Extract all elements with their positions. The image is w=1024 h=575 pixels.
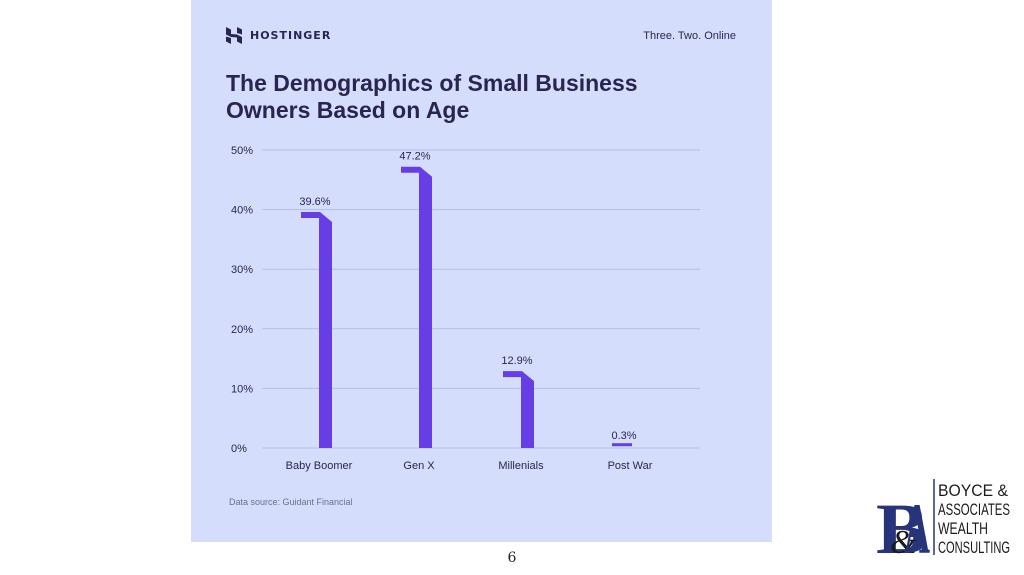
logo-a-letter: A xyxy=(904,489,930,559)
logo-line-2: ASSOCIATES xyxy=(938,500,1010,519)
brand-header: HOSTINGER xyxy=(226,27,331,44)
logo-line-3: WEALTH xyxy=(938,519,988,538)
brand-name: HOSTINGER xyxy=(250,29,332,42)
bar-chart: 0% 10% 20% 30% 40% 50% 39.6% Baby Boomer 47.2% Ge… xyxy=(231,145,700,472)
logo-b-letter: B xyxy=(876,489,928,559)
logo-line-1: BOYCE & xyxy=(938,481,1009,500)
bar xyxy=(503,371,534,448)
logo-line-4: CONSULTING xyxy=(938,538,1010,557)
bar xyxy=(301,211,332,448)
x-tick-label: Millenials xyxy=(498,460,544,472)
logo-ampersand: & xyxy=(890,524,917,559)
bar xyxy=(612,443,632,447)
y-tick-label: 0% xyxy=(231,443,247,455)
x-tick-label: Gen X xyxy=(403,460,435,472)
bar-value-label: 12.9% xyxy=(501,355,532,367)
x-tick-label: Post War xyxy=(608,460,653,472)
infographic-panel xyxy=(191,0,772,542)
bar-value-label: 39.6% xyxy=(299,196,330,208)
bar-value-label: 0.3% xyxy=(611,430,636,442)
bar xyxy=(401,166,432,449)
y-tick-label: 50% xyxy=(231,145,253,157)
y-tick-label: 40% xyxy=(231,205,253,217)
brand-tagline: Three. Two. Online xyxy=(643,30,736,42)
page-number: 6 xyxy=(507,550,517,566)
boyce-associates-logo: B & A BOYCE & ASSOCIATES WEALTH CONSULTI… xyxy=(876,479,1010,559)
chart-title: The Demographics of Small Business Owner… xyxy=(226,70,638,123)
y-tick-label: 10% xyxy=(231,383,253,395)
x-tick-label: Baby Boomer xyxy=(286,460,353,472)
hostinger-logo-icon xyxy=(226,27,242,44)
data-source-note: Data source: Guidant Financial xyxy=(229,497,353,507)
y-tick-label: 20% xyxy=(231,324,253,336)
y-tick-label: 30% xyxy=(231,264,253,276)
bar-value-label: 47.2% xyxy=(399,151,430,163)
